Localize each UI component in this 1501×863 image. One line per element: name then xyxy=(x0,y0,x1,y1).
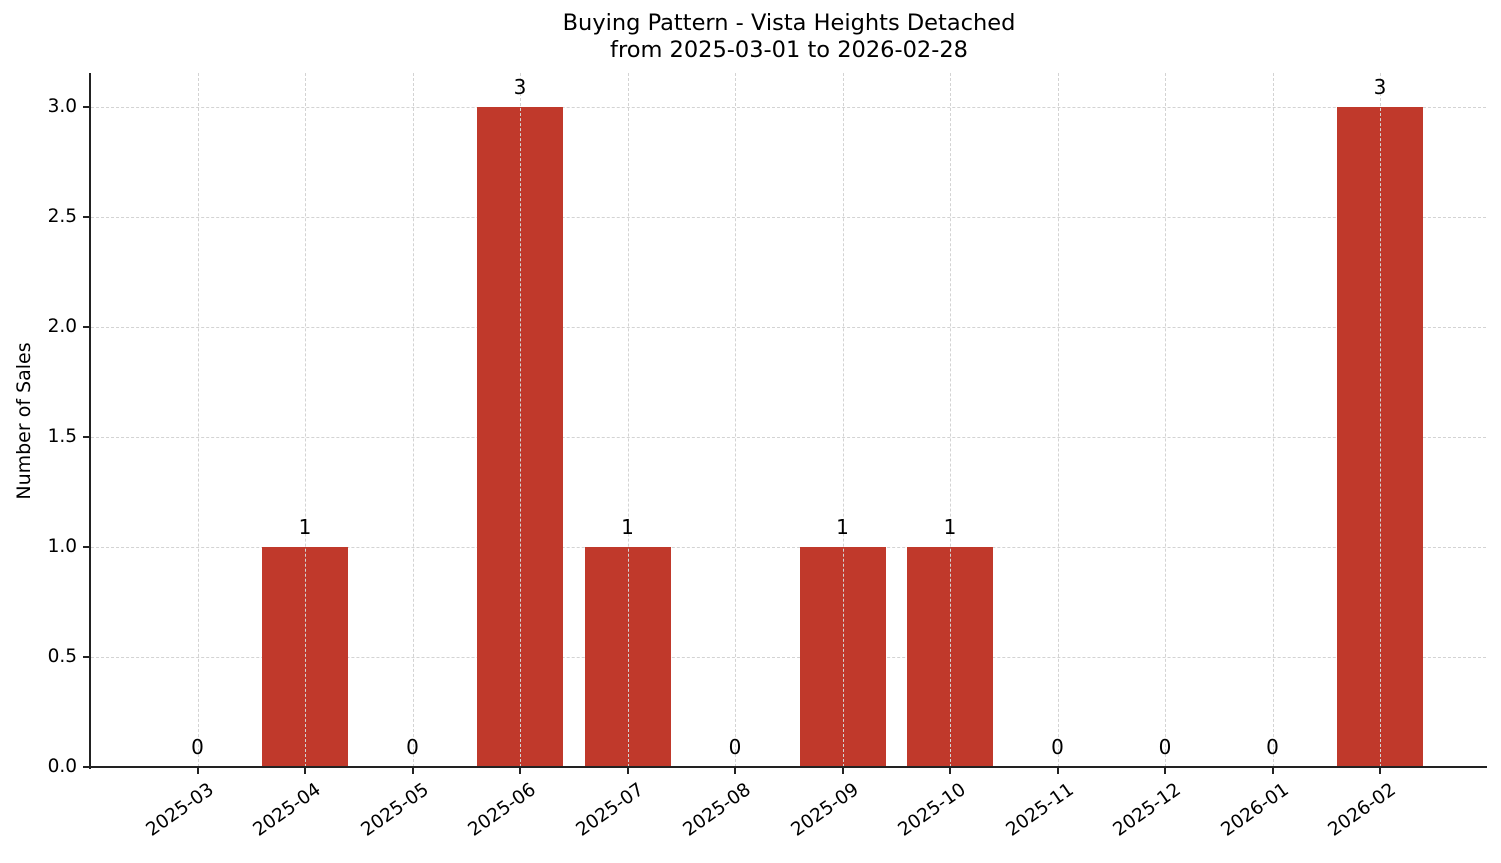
y-tick-mark xyxy=(83,326,89,328)
y-tick-mark xyxy=(83,106,89,108)
x-tick-mark xyxy=(949,768,951,774)
v-gridline xyxy=(197,73,199,767)
bar-value-label: 1 xyxy=(298,515,312,539)
v-gridline xyxy=(412,73,414,767)
bar-value-label: 0 xyxy=(406,735,419,759)
bar-value-label: 1 xyxy=(836,515,849,539)
y-tick-label: 0.5 xyxy=(47,646,77,667)
x-tick-label: 2025-08 xyxy=(679,779,755,841)
chart-subtitle: from 2025-03-01 to 2026-02-28 xyxy=(610,37,968,63)
x-tick-mark xyxy=(519,768,521,774)
h-gridline xyxy=(91,217,1486,218)
bar-value-label: 1 xyxy=(943,515,957,539)
x-tick-label: 2025-03 xyxy=(141,779,218,841)
y-tick-label: 3.0 xyxy=(47,96,77,117)
x-tick-label: 2025-10 xyxy=(894,779,970,841)
y-tick-label: 1.5 xyxy=(47,426,77,447)
bar-value-label: 1 xyxy=(621,515,634,539)
y-tick-mark xyxy=(83,216,89,218)
v-gridline xyxy=(735,73,736,767)
h-gridline xyxy=(91,107,1486,108)
v-gridline xyxy=(1272,73,1274,767)
h-gridline xyxy=(91,657,1486,658)
x-tick-label: 2025-06 xyxy=(464,779,540,841)
x-tick-mark xyxy=(1379,768,1381,774)
x-tick-mark xyxy=(196,768,199,774)
y-tick-mark xyxy=(83,436,89,438)
x-tick-label: 2025-09 xyxy=(786,779,863,841)
bar-value-label: 0 xyxy=(1051,735,1064,759)
bar-value-label: 3 xyxy=(513,75,527,99)
v-gridline xyxy=(1057,73,1059,767)
y-axis-line xyxy=(89,73,91,769)
chart-title: Buying Pattern - Vista Heights Detached xyxy=(562,10,1016,36)
x-tick-label: 2025-11 xyxy=(1001,779,1078,841)
x-tick-mark xyxy=(841,768,844,774)
y-tick-label: 0.0 xyxy=(47,756,77,777)
y-tick-label: 2.0 xyxy=(47,316,77,337)
x-tick-mark xyxy=(1056,768,1059,774)
v-gridline xyxy=(305,73,306,767)
bar-value-label: 0 xyxy=(1158,735,1172,759)
x-tick-mark xyxy=(626,768,629,774)
x-tick-mark xyxy=(734,768,736,774)
v-gridline xyxy=(842,73,844,767)
x-tick-label: 2025-07 xyxy=(571,779,648,841)
x-tick-mark xyxy=(411,768,414,774)
chart-title-block: Buying Pattern - Vista Heights Detached … xyxy=(0,10,1501,64)
h-gridline xyxy=(91,547,1486,548)
h-gridline xyxy=(91,437,1486,438)
y-tick-mark xyxy=(83,766,89,768)
x-tick-mark xyxy=(304,768,306,774)
x-tick-label: 2026-02 xyxy=(1324,779,1400,841)
v-gridline xyxy=(1165,73,1166,767)
y-axis-label: Number of Sales xyxy=(13,342,35,500)
v-gridline xyxy=(950,73,951,767)
x-tick-label: 2026-01 xyxy=(1216,779,1293,841)
v-gridline xyxy=(1380,73,1381,767)
x-tick-label: 2025-05 xyxy=(356,779,433,841)
y-tick-mark xyxy=(83,546,89,548)
y-tick-label: 1.0 xyxy=(47,536,77,557)
bar-value-label: 0 xyxy=(191,735,204,759)
x-axis-line xyxy=(89,766,1487,768)
v-gridline xyxy=(520,73,521,767)
x-tick-mark xyxy=(1164,768,1166,774)
v-gridline xyxy=(627,73,629,767)
y-tick-mark xyxy=(83,656,89,658)
h-gridline xyxy=(91,327,1486,328)
x-tick-label: 2025-04 xyxy=(249,779,325,841)
bar-value-label: 0 xyxy=(1266,735,1279,759)
bar-value-label: 0 xyxy=(728,735,742,759)
x-tick-mark xyxy=(1271,768,1274,774)
bar-value-label: 3 xyxy=(1373,75,1387,99)
x-tick-label: 2025-12 xyxy=(1109,779,1185,841)
y-tick-label: 2.5 xyxy=(47,206,77,227)
